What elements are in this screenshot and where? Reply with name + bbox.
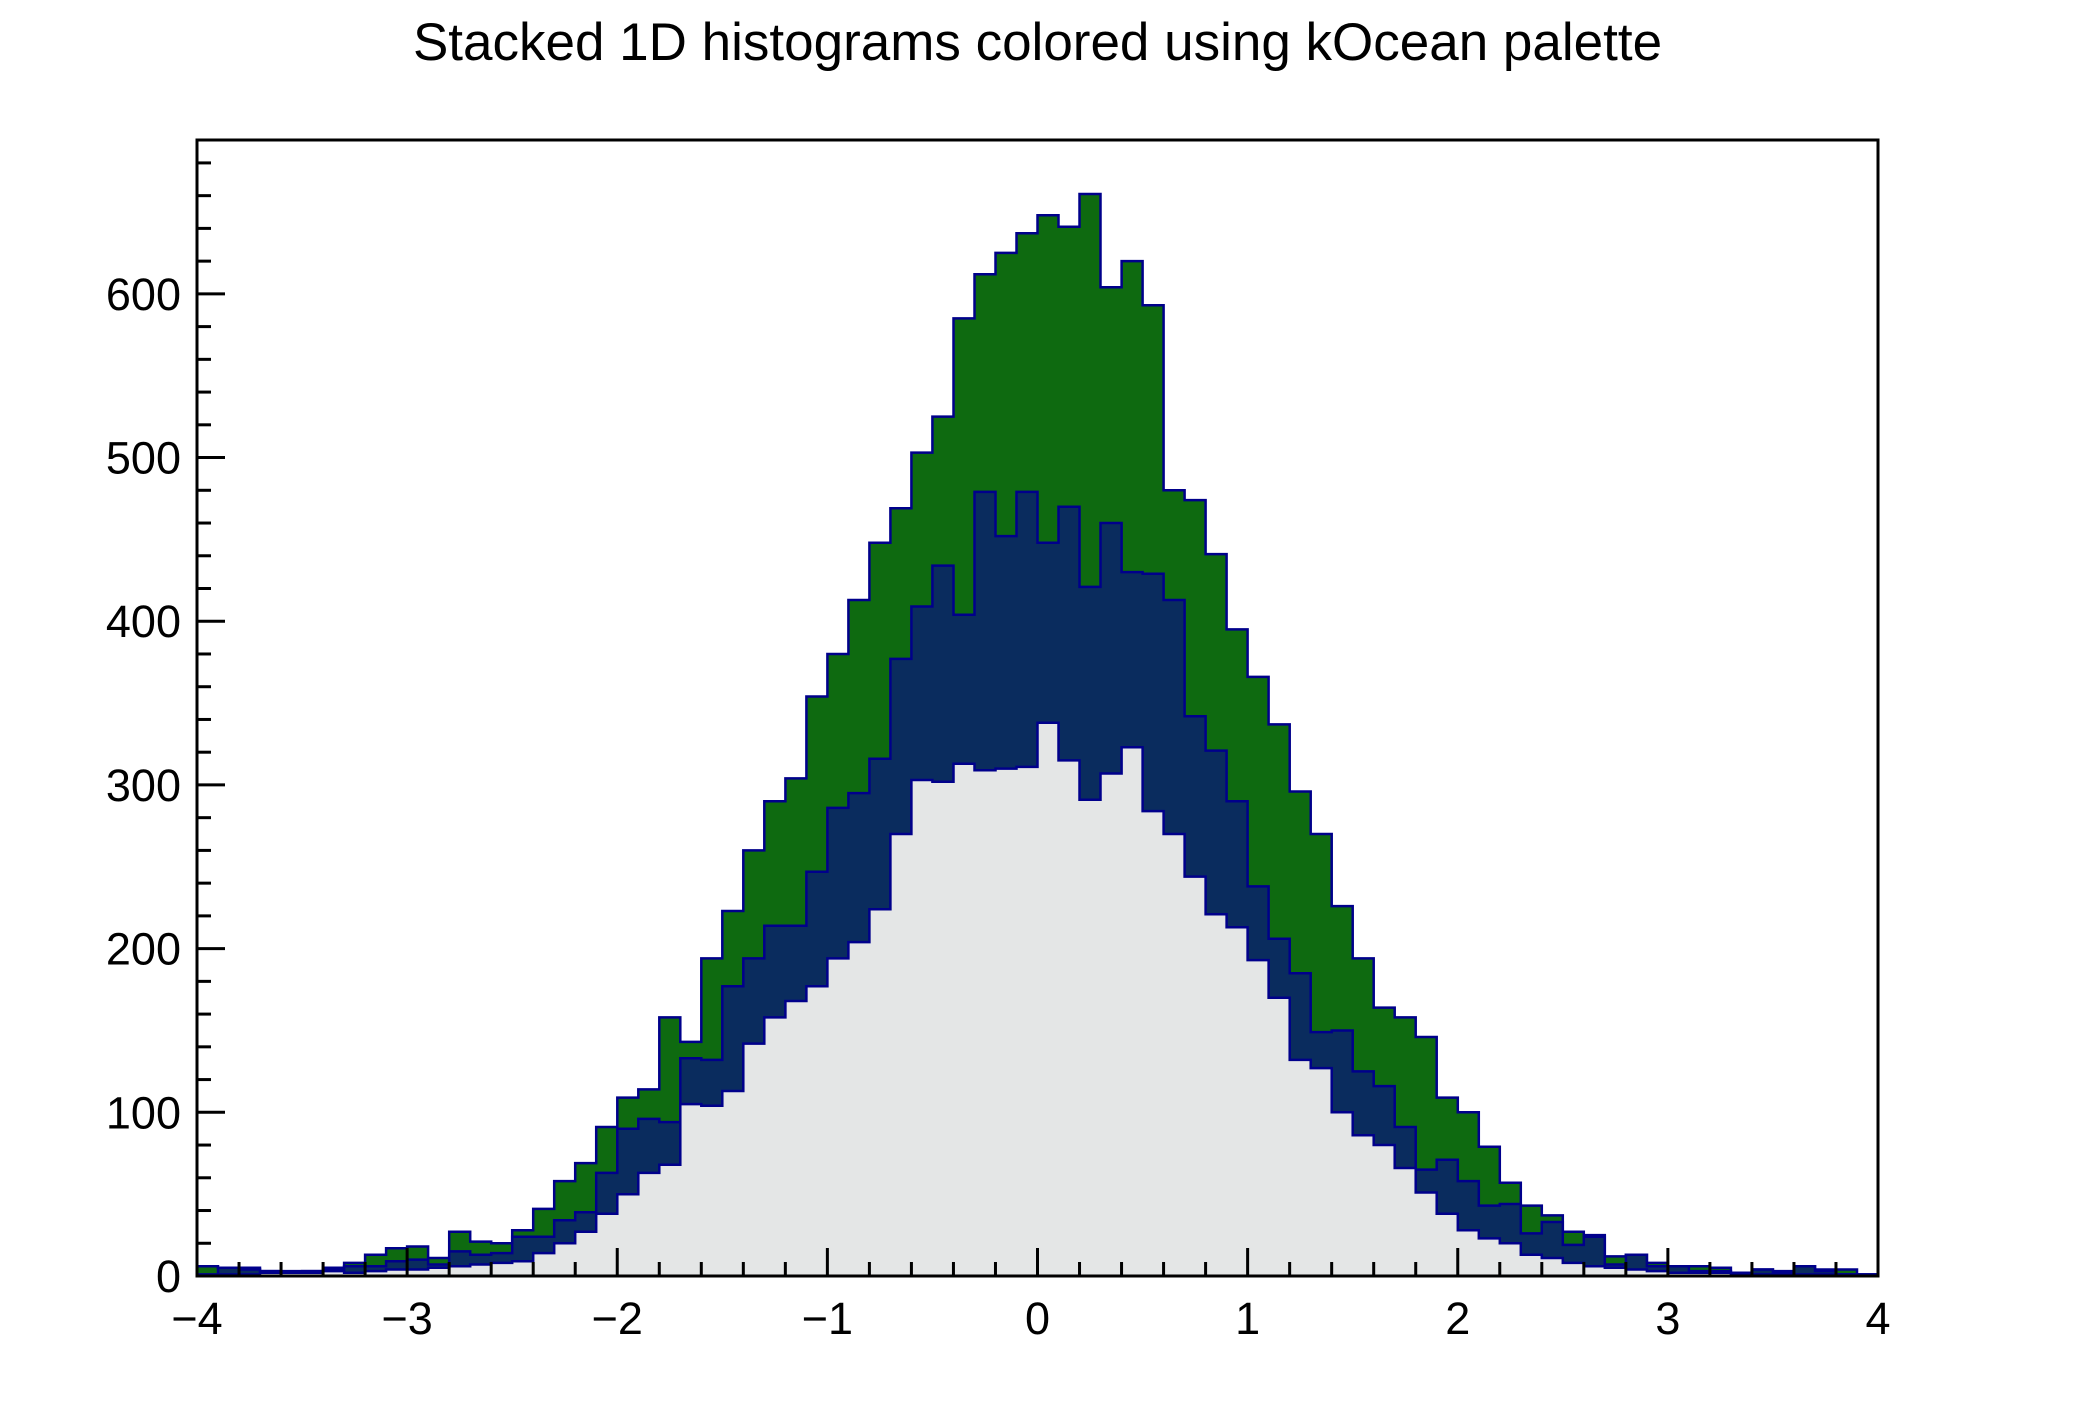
x-axis-label: 1 bbox=[1235, 1293, 1260, 1344]
y-axis-label: 100 bbox=[106, 1087, 181, 1138]
x-axis-label: −3 bbox=[381, 1293, 432, 1344]
x-axis-label: −2 bbox=[592, 1293, 643, 1344]
x-axis-label: −4 bbox=[171, 1293, 222, 1344]
axis-labels-layer: −4 −3 −2 −1 0 1 2 3 4 0 100 200 300 400 500 600 bbox=[106, 269, 1891, 1344]
y-axis-label: 600 bbox=[106, 269, 181, 320]
series-h1-gray bbox=[197, 721, 1878, 1278]
chart-title: Stacked 1D histograms colored using kOce… bbox=[413, 13, 1662, 72]
x-axis-label: 2 bbox=[1445, 1293, 1470, 1344]
x-axis-label: 3 bbox=[1655, 1293, 1680, 1344]
histogram-series-layer bbox=[195, 192, 1880, 1278]
y-axis-label: 400 bbox=[106, 596, 181, 647]
x-axis-label: 4 bbox=[1865, 1293, 1890, 1344]
x-axis-label: 0 bbox=[1025, 1293, 1050, 1344]
y-axis-label: 500 bbox=[106, 433, 181, 484]
axis-ticks-layer bbox=[195, 161, 1880, 1278]
x-axis-label: −1 bbox=[802, 1293, 853, 1344]
y-axis-label: 0 bbox=[156, 1251, 181, 1302]
y-axis-label: 200 bbox=[106, 924, 181, 975]
y-axis-label: 300 bbox=[106, 760, 181, 811]
